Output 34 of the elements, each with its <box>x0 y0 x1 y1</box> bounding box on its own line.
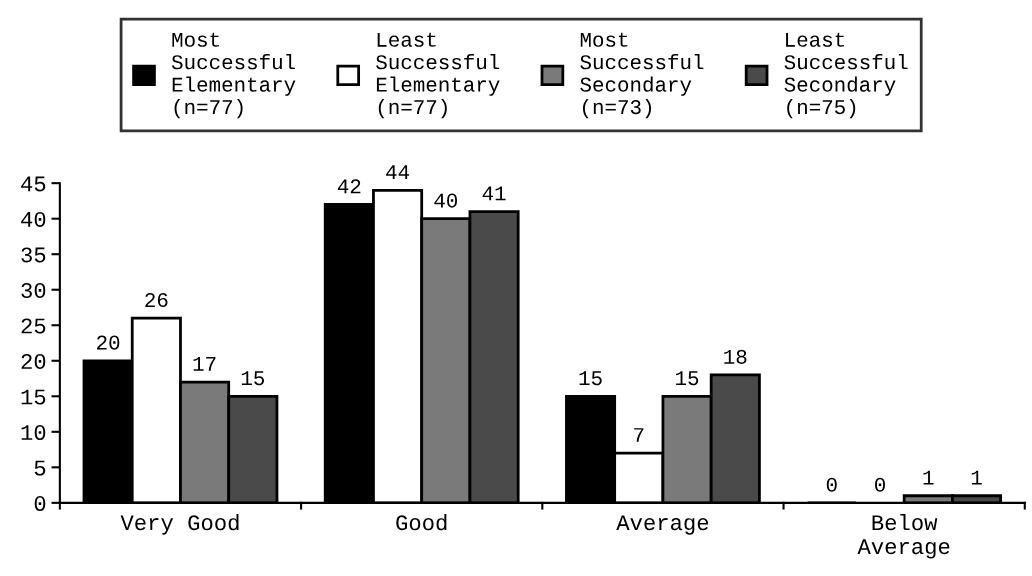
y-tick-label: 5 <box>34 460 46 476</box>
y-tick-label: 35 <box>21 247 46 263</box>
data-label: 15 <box>676 371 699 386</box>
data-label: 26 <box>145 292 168 308</box>
data-label: 15 <box>579 371 602 386</box>
y-tick-label: 40 <box>21 211 46 227</box>
y-tick-label: 0 <box>34 496 46 512</box>
legend-label: Most Successful Secondary (n=73) <box>580 32 704 119</box>
y-tick-label: 10 <box>21 425 46 441</box>
y-tick-label: 15 <box>21 389 46 405</box>
x-tick-label: Below Average <box>857 513 950 559</box>
data-label: 0 <box>875 477 886 492</box>
data-label: 44 <box>386 165 410 179</box>
data-label: 18 <box>724 349 747 364</box>
data-label: 41 <box>482 186 506 201</box>
legend-label: Least Successful Secondary (n=75) <box>784 32 908 119</box>
data-label: 17 <box>193 357 216 371</box>
x-tick-label: Very Good <box>120 513 239 535</box>
data-label: 15 <box>241 371 265 386</box>
data-label: 7 <box>634 428 644 442</box>
data-label: 0 <box>826 477 837 492</box>
y-tick-label: 25 <box>21 318 46 334</box>
y-tick-label: 30 <box>21 282 46 298</box>
y-tick-label: 20 <box>21 353 46 370</box>
x-tick-label: Average <box>616 515 709 535</box>
data-label: 1 <box>971 470 982 485</box>
legend-label: Least Successful Elementary (n=77) <box>376 32 500 119</box>
data-label: 40 <box>434 193 458 208</box>
x-tick-label: Good <box>396 513 447 531</box>
legend-label: Most Successful Elementary (n=77) <box>171 32 296 119</box>
data-label: 20 <box>97 335 120 350</box>
data-label: 42 <box>337 179 361 194</box>
y-tick-label: 45 <box>21 176 46 192</box>
data-label: 1 <box>923 470 934 485</box>
